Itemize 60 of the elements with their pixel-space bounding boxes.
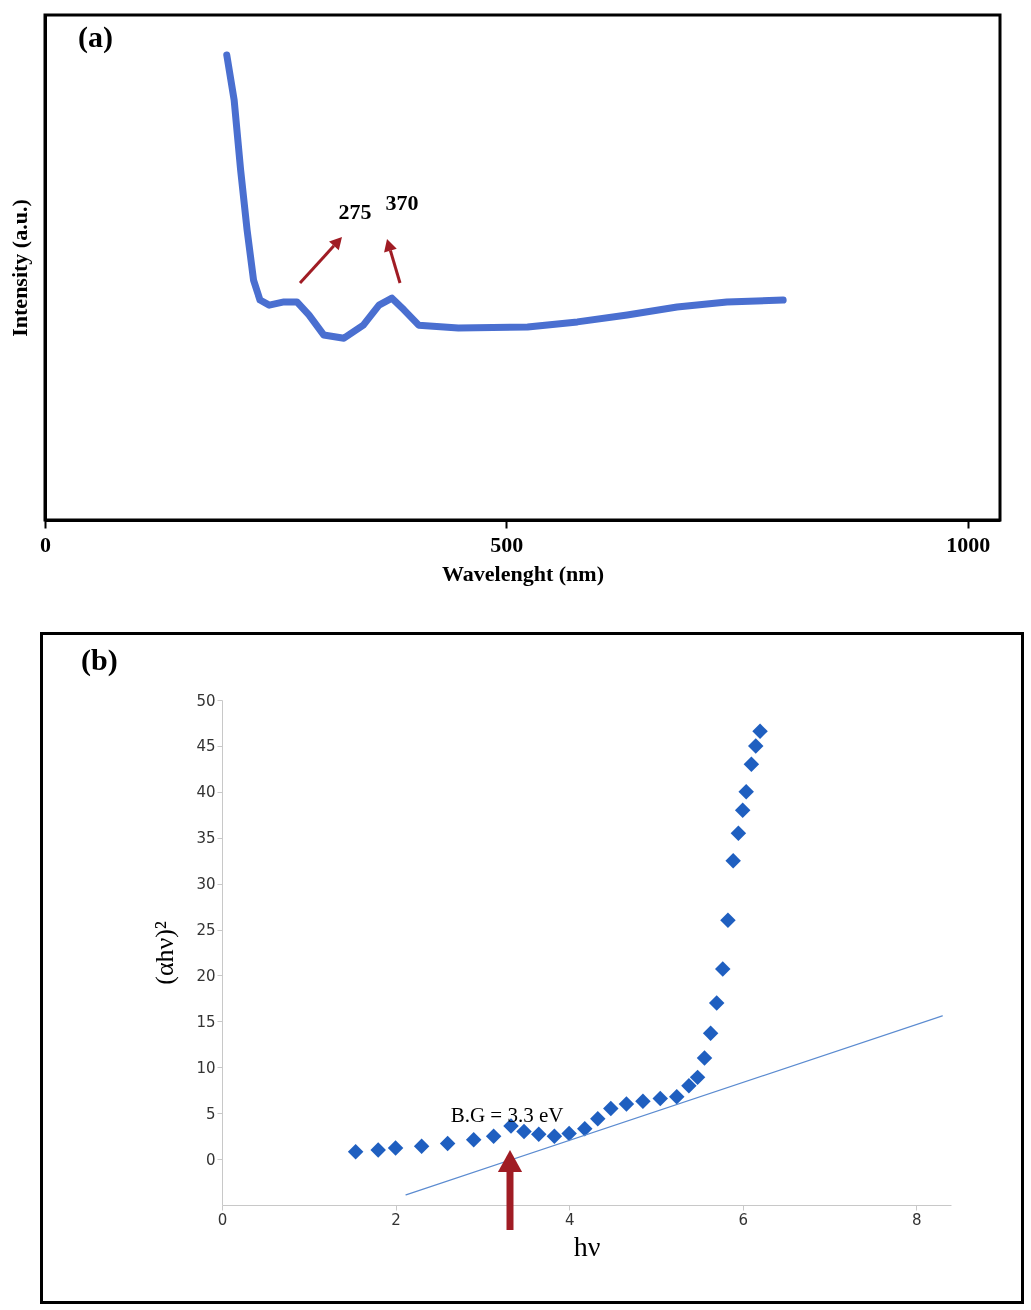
point	[635, 1093, 651, 1109]
x-axis-title: hν	[573, 1230, 601, 1262]
point	[577, 1121, 593, 1137]
y-tick-label: 50	[196, 691, 216, 710]
point	[689, 1069, 706, 1086]
y-tick-label: 25	[196, 921, 216, 940]
x-tick-label: 0	[40, 531, 51, 557]
x-tick-label: 6	[738, 1210, 748, 1229]
point	[618, 1096, 635, 1112]
point	[720, 912, 736, 929]
y-tick-label: 15	[196, 1012, 216, 1031]
y-tick-label: 30	[196, 875, 216, 894]
point	[715, 961, 731, 977]
point	[652, 1090, 669, 1107]
x-tick-label: 1000	[946, 531, 991, 557]
x-tick-label: 4	[564, 1210, 575, 1229]
y-tick-label: 5	[205, 1104, 216, 1123]
annotation: B.G = 3.3 eV	[450, 1103, 564, 1127]
x-axis-title: Wavelenght (nm)	[442, 560, 604, 586]
y-tick-label: 20	[196, 966, 216, 985]
y-tick-label: 45	[196, 737, 216, 756]
y-tick-label: 0	[205, 1150, 216, 1169]
x-tick-label: 500	[490, 531, 524, 557]
x-tick-label: 0	[217, 1210, 228, 1229]
point	[370, 1142, 386, 1158]
point	[696, 1050, 713, 1066]
point	[743, 756, 760, 773]
point	[439, 1135, 456, 1152]
point	[561, 1125, 577, 1142]
annotation: 275	[338, 199, 372, 224]
point	[734, 802, 751, 818]
point	[485, 1128, 502, 1144]
point	[738, 784, 754, 800]
chart-title: (b)	[81, 643, 118, 677]
y-tick-label: 35	[196, 829, 216, 848]
point	[708, 995, 725, 1011]
point	[590, 1110, 606, 1127]
chart-title: (a)	[78, 20, 113, 54]
x-tick-label: 2	[391, 1210, 401, 1229]
y-tick-label: 40	[196, 783, 216, 802]
point	[603, 1100, 619, 1117]
point	[347, 1144, 364, 1160]
point	[546, 1128, 563, 1144]
point	[387, 1140, 404, 1156]
y-tick-label: 10	[196, 1058, 216, 1077]
x-tick-label: 8	[912, 1210, 922, 1229]
point	[702, 1025, 719, 1042]
y-axis-title: (αhν)²	[150, 921, 180, 985]
point	[516, 1123, 532, 1140]
point	[669, 1088, 685, 1105]
point	[681, 1077, 697, 1094]
point	[725, 852, 741, 869]
annotation: 370	[385, 190, 419, 215]
point	[531, 1126, 547, 1143]
point	[752, 723, 768, 739]
point	[730, 825, 747, 841]
point	[747, 738, 764, 754]
point	[413, 1138, 430, 1154]
point	[465, 1132, 482, 1148]
y-axis-title: Intensity (a.u.)	[6, 199, 32, 337]
